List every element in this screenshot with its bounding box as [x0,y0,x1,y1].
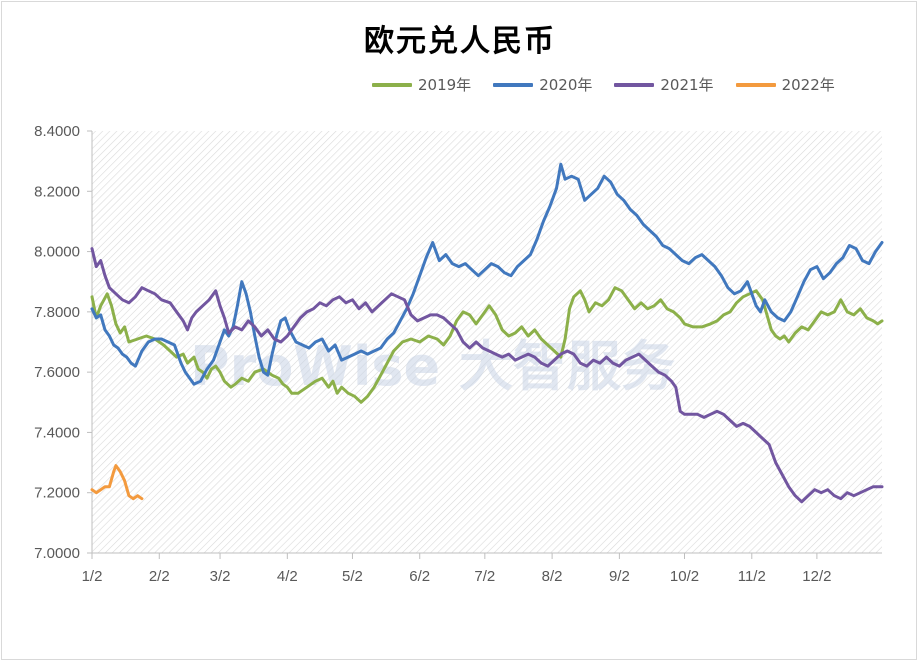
x-tick-label: 12/2 [802,568,831,585]
legend-label: 2019年 [418,76,472,94]
series-line-2021年 [90,247,884,504]
y-tick-label: 7.6000 [34,364,80,381]
legend-item: 2022年 [735,74,835,95]
series-line-2019年 [90,286,884,404]
y-tick-label: 8.4000 [34,123,80,140]
legend-label: 2022年 [781,76,835,94]
legend-swatch [372,82,412,87]
legend-label: 2021年 [660,76,714,94]
x-tick-label: 5/2 [342,568,363,585]
series-line-2020年 [90,162,884,386]
chart-legend: 2019年 2020年 2021年 2022年 [372,74,857,95]
x-tick-label: 11/2 [738,568,766,585]
legend-swatch [614,82,655,87]
y-tick-label: 8.2000 [34,183,80,200]
chart-title: 欧元兑人民币 [364,24,556,59]
y-tick-label: 8.0000 [34,244,80,261]
legend-swatch [493,82,534,87]
x-tick-label: 6/2 [409,568,430,585]
plot-area [92,131,882,553]
x-tick-label: 8/2 [542,568,563,585]
x-tick-label: 4/2 [277,568,298,585]
legend-item: 2019年 [372,74,471,95]
x-tick-label: 3/2 [210,568,231,585]
series-line-2022年 [90,464,144,501]
x-tick-label: 10/2 [670,568,699,585]
x-tick-label: 1/2 [82,568,103,585]
legend-item: 2021年 [614,74,714,95]
legend-swatch [735,82,776,87]
y-tick-label: 7.0000 [34,545,80,562]
y-tick-label: 7.4000 [34,424,80,441]
y-tick-label: 7.8000 [34,304,80,321]
legend-item: 2020年 [493,74,592,95]
x-tick-label: 7/2 [474,568,495,585]
x-tick-label: 2/2 [149,568,170,585]
y-tick-label: 7.2000 [34,485,80,502]
x-tick-label: 9/2 [609,568,630,585]
legend-label: 2020年 [539,76,593,94]
